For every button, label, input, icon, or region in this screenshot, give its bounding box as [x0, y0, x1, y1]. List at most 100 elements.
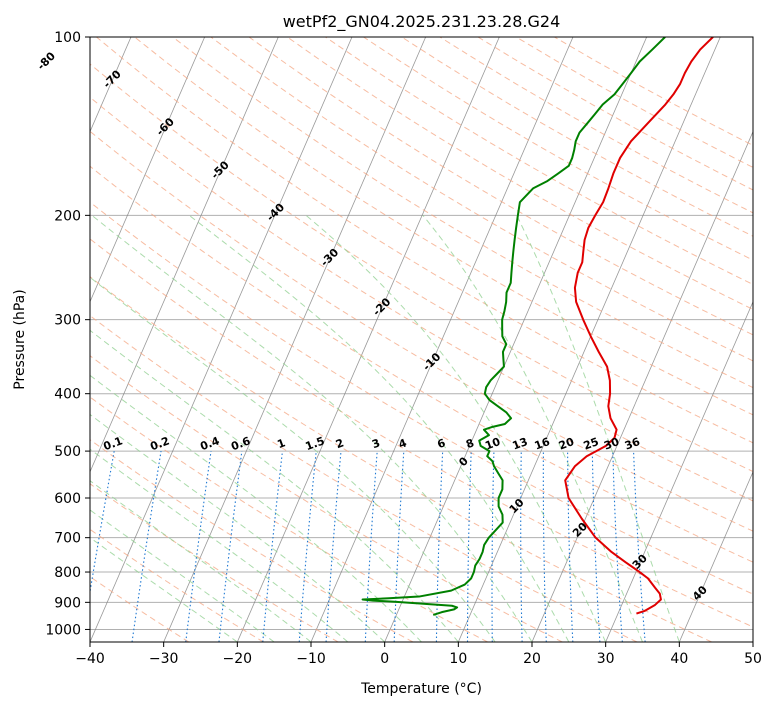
mixing-ratio-label: 0.6 [229, 434, 252, 453]
y-tick-label: 700 [54, 531, 81, 547]
moist-adiabat-line [90, 413, 386, 642]
isotherm-label: -50 [209, 158, 232, 181]
moist-adiabat-line [90, 537, 238, 642]
mixing-ratio-label: 25 [582, 435, 601, 452]
dry-adiabat-line [134, 37, 753, 416]
chart-title: wetPf2_GN04.2025.231.23.28.G24 [283, 12, 561, 32]
isotherm-line [236, 37, 500, 642]
dry-adiabat-line [96, 37, 753, 444]
x-axis-label: Temperature (°C) [360, 681, 482, 697]
x-axis-ticks: −40 −30 −20 −10 0 10 20 30 40 50 [75, 642, 762, 667]
mixing-ratio-label: 20 [557, 435, 576, 453]
x-tick-label: −30 [149, 651, 179, 667]
dry-adiabat-line [90, 201, 753, 595]
dry-adiabat-line [90, 96, 753, 502]
mixing-ratio-label: 3 [370, 436, 382, 451]
isotherm-line [457, 37, 721, 642]
isotherm-line [90, 37, 206, 303]
y-tick-label: 1000 [45, 622, 81, 638]
dry-adiabat-line [90, 439, 414, 642]
dry-adiabat-line [554, 37, 753, 146]
dry-adiabat-line [90, 528, 264, 642]
mixing-ratio-line [520, 451, 523, 642]
mixing-ratio-label: 13 [511, 435, 530, 452]
dry-adiabat-line [248, 37, 753, 336]
isotherm-line [0, 37, 57, 642]
mixing-ratio-line [131, 451, 162, 642]
isotherm-line [531, 130, 753, 642]
isotherm-label: -40 [264, 201, 287, 224]
mixing-ratio-line [591, 451, 601, 642]
isotherm-line [163, 37, 427, 642]
mixing-ratio-line [325, 451, 342, 642]
zero-isotherm-label: 0 [456, 454, 471, 469]
x-tick-label: 30 [597, 651, 615, 667]
mixing-ratio-label: 10 [483, 435, 502, 453]
dry-adiabat-label: 40 [690, 583, 710, 603]
mixing-ratio-label: 4 [397, 436, 409, 451]
x-tick-label: 50 [744, 651, 762, 667]
temperature-profile-line [564, 37, 714, 615]
mixing-ratio-label: 6 [436, 436, 448, 451]
dry-adiabat-line [210, 37, 753, 362]
isotherm-line [90, 37, 353, 642]
moist-adiabat-line [305, 214, 607, 642]
y-axis-label: Pressure (hPa) [12, 289, 28, 389]
mixing-ratio-label: 1.5 [304, 434, 327, 453]
isotherm-line [605, 300, 753, 642]
isotherm-label: -80 [35, 49, 58, 72]
y-tick-label: 100 [54, 30, 81, 46]
x-tick-label: −10 [296, 651, 326, 667]
y-tick-label: 400 [54, 387, 81, 403]
y-tick-label: 600 [54, 491, 81, 507]
mixing-ratio-line [298, 451, 317, 642]
dry-adiabat-line [90, 315, 638, 642]
dry-adiabat-line [286, 37, 753, 310]
y-tick-label: 900 [54, 595, 81, 611]
mixing-ratio-label: 0.4 [198, 434, 221, 453]
isotherm-line [678, 470, 753, 642]
x-tick-label: −20 [223, 651, 253, 667]
dry-adiabat-label: 30 [630, 552, 650, 572]
mixing-ratio-line [90, 451, 115, 596]
moist-adiabat-line [90, 480, 312, 642]
line-label-layer: 0.10.20.40.611.52346810131620253036-100-… [35, 49, 710, 603]
data-layer [361, 37, 714, 616]
dry-adiabat-line [90, 483, 339, 642]
dry-adiabat-line [325, 37, 753, 286]
mixing-ratio-label: 2 [334, 436, 346, 451]
mixing-ratio-line [262, 451, 284, 642]
mixing-ratio-line [567, 451, 574, 642]
dry-adiabat-line [90, 276, 712, 642]
dry-adiabat-line [90, 165, 753, 563]
mixing-ratio-label: 30 [602, 435, 621, 453]
mixing-ratio-line [218, 451, 243, 642]
mixing-ratio-label: 36 [623, 435, 642, 453]
mixing-ratio-label: 0.1 [102, 434, 125, 453]
dry-adiabat-line [172, 37, 753, 389]
x-tick-label: 0 [380, 651, 389, 667]
x-tick-label: −40 [75, 651, 105, 667]
mixing-ratio-line [185, 451, 212, 642]
mixing-ratio-label: 8 [464, 436, 476, 451]
moist-adiabat-line [91, 214, 533, 642]
y-tick-label: 800 [54, 565, 81, 581]
dry-adiabat-label: 20 [570, 520, 590, 540]
dry-adiabat-label: 10 [507, 496, 527, 516]
dry-adiabat-line [90, 396, 488, 642]
y-axis-ticks: 100 200 300 400 500 600 700 800 900 1000 [45, 30, 90, 638]
mixing-ratio-label: 16 [533, 435, 552, 453]
moist-adiabat-line [516, 215, 680, 642]
moist-adiabat-line [90, 276, 496, 642]
y-tick-label: 300 [54, 313, 81, 329]
mixing-ratio-line [491, 451, 495, 642]
moist-adiabat-line [90, 509, 275, 642]
isotherm-label: -70 [101, 67, 124, 90]
x-tick-label: 10 [449, 651, 467, 667]
dewpoint-profile-line [361, 37, 666, 616]
mixing-ratio-label: 0.2 [148, 434, 171, 453]
moist-adiabat-line [188, 214, 570, 642]
isotherm-line [752, 640, 753, 642]
dry-adiabat-line [90, 355, 563, 642]
